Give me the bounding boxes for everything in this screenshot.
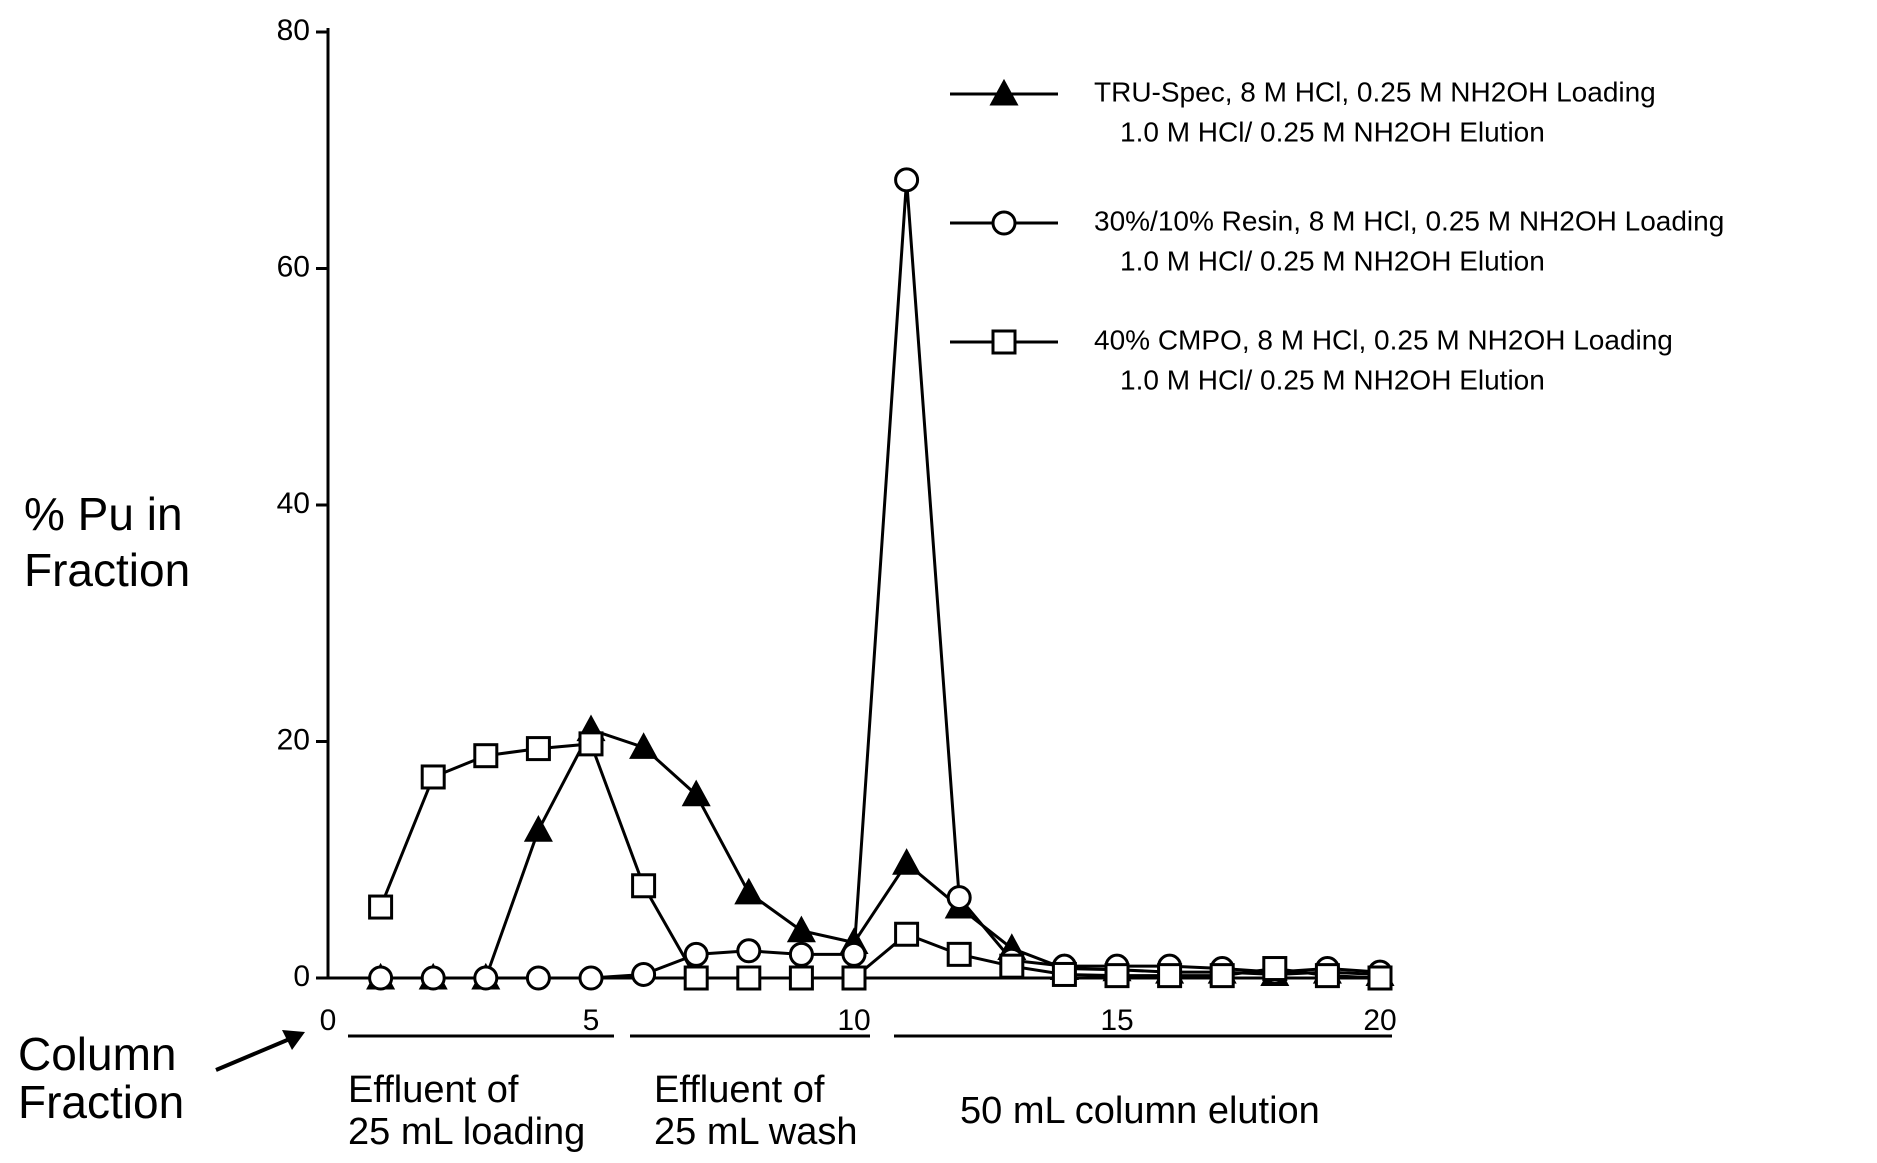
marker xyxy=(736,938,762,964)
marker xyxy=(525,965,551,991)
marker xyxy=(946,941,972,967)
marker xyxy=(736,965,762,991)
marker xyxy=(631,873,657,899)
marker xyxy=(788,941,814,967)
marker xyxy=(420,965,446,991)
marker xyxy=(734,877,764,905)
y-label: % Pu in xyxy=(24,488,183,540)
x-label: Fraction xyxy=(18,1076,184,1128)
marker xyxy=(841,965,867,991)
series-line xyxy=(379,742,1381,980)
marker xyxy=(841,941,867,967)
y-label: Fraction xyxy=(24,544,190,596)
marker xyxy=(1104,963,1130,989)
arrow-head xyxy=(282,1030,305,1050)
series-line xyxy=(380,727,1381,980)
legend-marker xyxy=(991,329,1017,355)
marker xyxy=(420,764,446,790)
marker xyxy=(788,965,814,991)
marker xyxy=(368,894,394,920)
marker xyxy=(1367,965,1393,991)
legend-label: 1.0 M HCl/ 0.25 M NH2OH Elution xyxy=(1120,116,1545,147)
x-tick-label: 10 xyxy=(837,1004,870,1037)
marker xyxy=(523,815,553,842)
marker xyxy=(473,965,499,991)
marker xyxy=(894,921,920,947)
marker xyxy=(894,167,920,193)
legend-label: TRU-Spec, 8 M HCl, 0.25 M NH2OH Loading xyxy=(1094,76,1656,107)
legend-marker xyxy=(991,210,1017,236)
marker xyxy=(1209,963,1235,989)
y-tick-label: 0 xyxy=(293,960,310,993)
marker xyxy=(473,743,499,769)
y-tick-label: 20 xyxy=(277,723,310,756)
marker xyxy=(683,965,709,991)
marker xyxy=(578,731,604,757)
marker xyxy=(892,848,922,875)
legend-label: 1.0 M HCl/ 0.25 M NH2OH Elution xyxy=(1120,245,1545,276)
x-tick-label: 20 xyxy=(1363,1004,1396,1037)
marker xyxy=(999,953,1025,979)
annotation: Effluent of xyxy=(348,1069,519,1111)
marker xyxy=(629,732,659,759)
x-label: Column xyxy=(18,1028,177,1080)
legend-label: 30%/10% Resin, 8 M HCl, 0.25 M NH2OH Loa… xyxy=(1094,205,1724,236)
arrow xyxy=(215,1036,293,1072)
marker xyxy=(683,941,709,967)
x-tick-label: 5 xyxy=(583,1004,600,1037)
marker xyxy=(631,961,657,987)
legend-label: 40% CMPO, 8 M HCl, 0.25 M NH2OH Loading xyxy=(1094,324,1673,355)
marker xyxy=(525,736,551,762)
marker xyxy=(946,885,972,911)
marker xyxy=(578,965,604,991)
marker xyxy=(1051,961,1077,987)
y-tick-label: 80 xyxy=(277,14,310,47)
marker xyxy=(681,779,711,807)
y-tick-label: 60 xyxy=(277,250,310,283)
legend-marker xyxy=(989,78,1019,106)
marker xyxy=(1262,956,1288,982)
y-tick-label: 40 xyxy=(277,487,310,520)
marker xyxy=(1314,963,1340,989)
marker xyxy=(786,915,816,943)
annotation: 25 mL loading xyxy=(348,1111,585,1153)
legend-label: 1.0 M HCl/ 0.25 M NH2OH Elution xyxy=(1120,364,1545,395)
series-line xyxy=(380,179,1381,980)
annotation: 50 mL column elution xyxy=(960,1090,1320,1132)
x-tick-label: 15 xyxy=(1100,1004,1133,1037)
annotation: 25 mL wash xyxy=(654,1111,857,1153)
x-tick-label: 0 xyxy=(320,1004,337,1037)
marker xyxy=(368,965,394,991)
marker xyxy=(1157,963,1183,989)
annotation: Effluent of xyxy=(654,1069,825,1111)
